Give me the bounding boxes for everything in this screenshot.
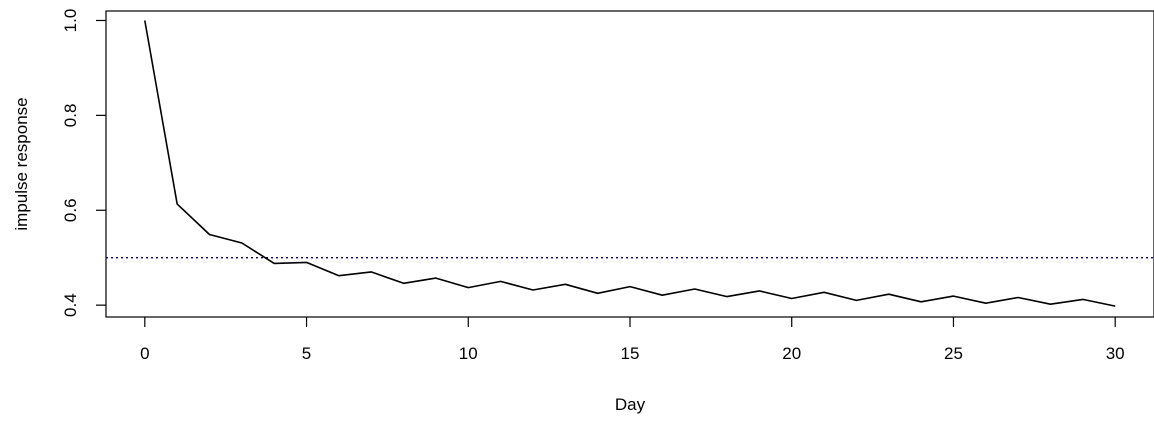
y-tick-label: 0.6 xyxy=(61,198,80,222)
y-tick-label: 0.8 xyxy=(61,104,80,128)
plot-frame xyxy=(105,10,1154,318)
x-tick-label: 25 xyxy=(944,344,963,363)
x-tick-label: 10 xyxy=(459,344,478,363)
x-axis: 0 5 10 15 20 25 30 xyxy=(140,317,1125,363)
x-axis-label: Day xyxy=(615,395,646,414)
y-axis: 0.4 0.6 0.8 1.0 xyxy=(61,9,106,317)
x-tick-label: 20 xyxy=(782,344,801,363)
y-tick-label: 0.4 xyxy=(61,293,80,317)
y-tick-label: 1.0 xyxy=(61,9,80,33)
series-layer xyxy=(144,20,1116,307)
x-tick-label: 30 xyxy=(1106,344,1125,363)
x-tick-label: 0 xyxy=(140,344,149,363)
y-axis-label: impulse response xyxy=(12,97,31,230)
x-tick-label: 5 xyxy=(302,344,311,363)
x-tick-label: 15 xyxy=(621,344,640,363)
series-line-0 xyxy=(144,20,1116,307)
